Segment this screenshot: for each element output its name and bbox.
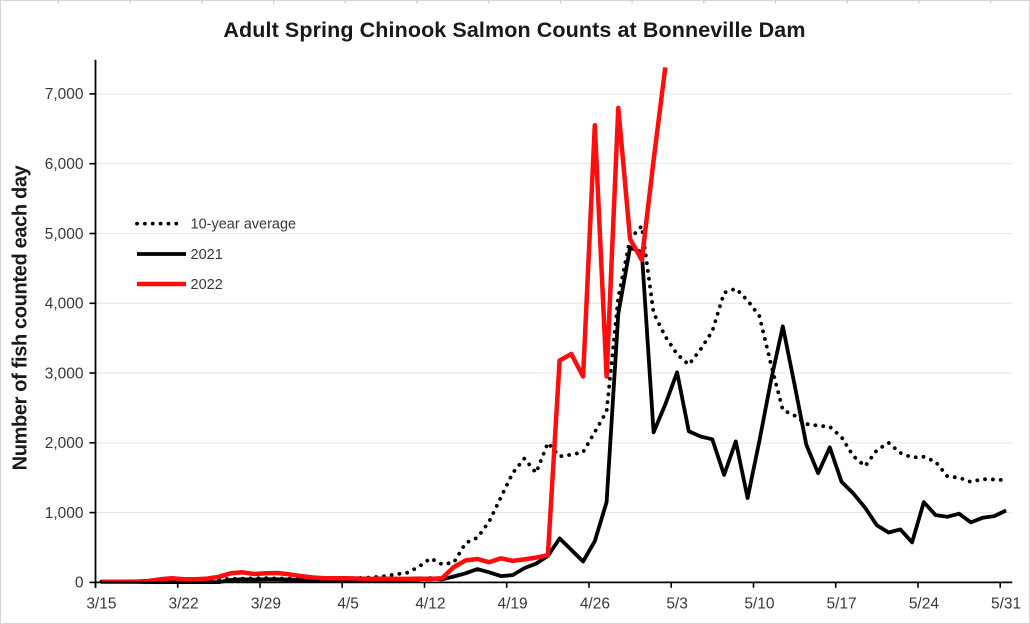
svg-text:4/5: 4/5 [337,596,359,613]
svg-text:7,000: 7,000 [45,86,84,103]
svg-text:2021: 2021 [191,247,223,263]
svg-text:Adult Spring Chinook Salmon Co: Adult Spring Chinook Salmon Counts at Bo… [223,18,805,42]
svg-text:3/22: 3/22 [169,596,199,613]
svg-text:5/3: 5/3 [666,596,688,613]
svg-text:5,000: 5,000 [45,226,84,243]
svg-text:5/17: 5/17 [827,596,857,613]
svg-text:0: 0 [75,575,84,592]
svg-text:5/31: 5/31 [991,596,1021,613]
svg-text:4/26: 4/26 [580,596,610,613]
svg-text:5/24: 5/24 [909,596,940,613]
svg-text:10-year average: 10-year average [191,217,297,233]
svg-text:2022: 2022 [191,277,223,293]
svg-text:3,000: 3,000 [45,365,84,382]
svg-text:Number of fish counted each da: Number of fish counted each day [10,164,32,470]
svg-text:5/10: 5/10 [744,596,775,613]
svg-text:4,000: 4,000 [45,296,84,313]
svg-text:3/15: 3/15 [86,596,116,613]
svg-text:4/19: 4/19 [498,596,528,613]
svg-text:1,000: 1,000 [45,505,84,522]
svg-text:4/12: 4/12 [415,596,445,613]
svg-text:2,000: 2,000 [45,435,84,452]
svg-text:6,000: 6,000 [45,156,84,173]
svg-text:3/29: 3/29 [251,596,281,613]
